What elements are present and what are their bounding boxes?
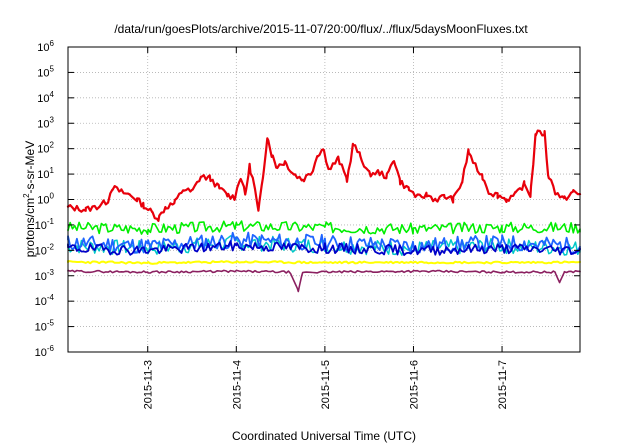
y-tick-exponent: -4 [47,293,55,302]
y-tick-label: 10-2 [35,242,55,257]
series-line-1 [66,129,582,222]
y-tick-label: 101 [37,166,54,181]
y-tick-label: 10-3 [35,268,55,283]
y-tick-label: 106 [37,39,54,54]
y-tick-label: 104 [37,90,54,105]
y-tick-base: 10 [35,245,47,257]
y-tick-label: 102 [37,141,54,156]
y-tick-label: 10-6 [35,344,55,359]
axis-ticks [68,46,580,353]
y-tick-base: 10 [37,169,49,181]
y-tick-label: 105 [37,64,54,79]
y-tick-label: 10-5 [35,319,55,334]
y-tick-exponent: 6 [50,39,55,48]
y-tick-base: 10 [37,42,49,54]
series-line-5 [67,240,581,257]
series-line-2 [67,220,581,235]
x-tick-labels: 2015-11-3 2015-11-4 2015-11-5 2015-11-6 2015… [143,360,509,409]
data-series-group [66,129,582,293]
y-tick-label: 103 [37,115,54,130]
y-tick-exponent: -6 [47,344,55,353]
grid-lines [68,47,580,352]
chart-title: /data/run/goesPlots/archive/2015-11-07/2… [114,22,528,36]
y-tick-exponent: 4 [50,90,55,99]
y-tick-base: 10 [35,347,47,359]
y-tick-base: 10 [35,220,47,232]
x-tick-label: 2015-11-5 [320,360,332,409]
y-tick-exponent: 2 [50,141,55,150]
y-tick-base: 10 [35,322,47,334]
x-tick-label: 2015-11-7 [497,360,509,409]
y-tick-exponent: -1 [47,217,55,226]
y-tick-exponent: -3 [47,268,55,277]
y-tick-base: 10 [37,195,49,207]
x-tick-label: 2015-11-6 [408,360,420,409]
y-tick-exponent: 0 [50,192,55,201]
y-tick-labels: 10-610-510-410-310-210-11001011021031041… [35,39,55,359]
y-tick-exponent: 3 [50,115,55,124]
x-axis-label: Coordinated Universal Time (UTC) [232,429,416,443]
y-tick-base: 10 [35,296,47,308]
y-tick-base: 10 [37,118,49,130]
y-axis-label-rest: -s-sr-MeV [23,141,37,194]
y-tick-base: 10 [37,144,49,156]
x-tick-label: 2015-11-3 [143,360,155,409]
series-line-6 [67,260,581,265]
y-tick-exponent: 5 [50,64,55,73]
y-axis-label: protons/cm2-s-sr-MeV [22,141,37,257]
y-tick-base: 10 [37,93,49,105]
y-tick-label: 10-4 [35,293,55,308]
y-tick-exponent: -2 [47,242,55,251]
y-tick-label: 100 [37,192,54,207]
x-tick-label: 2015-11-4 [231,360,243,409]
y-tick-base: 10 [35,271,47,283]
y-tick-exponent: 1 [50,166,55,175]
y-axis-label-base: protons/cm [23,198,37,257]
y-tick-base: 10 [37,67,49,79]
y-tick-exponent: -5 [47,319,55,328]
y-tick-label: 10-1 [35,217,55,232]
y-axis-label-exponent: 2 [22,193,31,198]
series-line-7 [67,269,581,293]
